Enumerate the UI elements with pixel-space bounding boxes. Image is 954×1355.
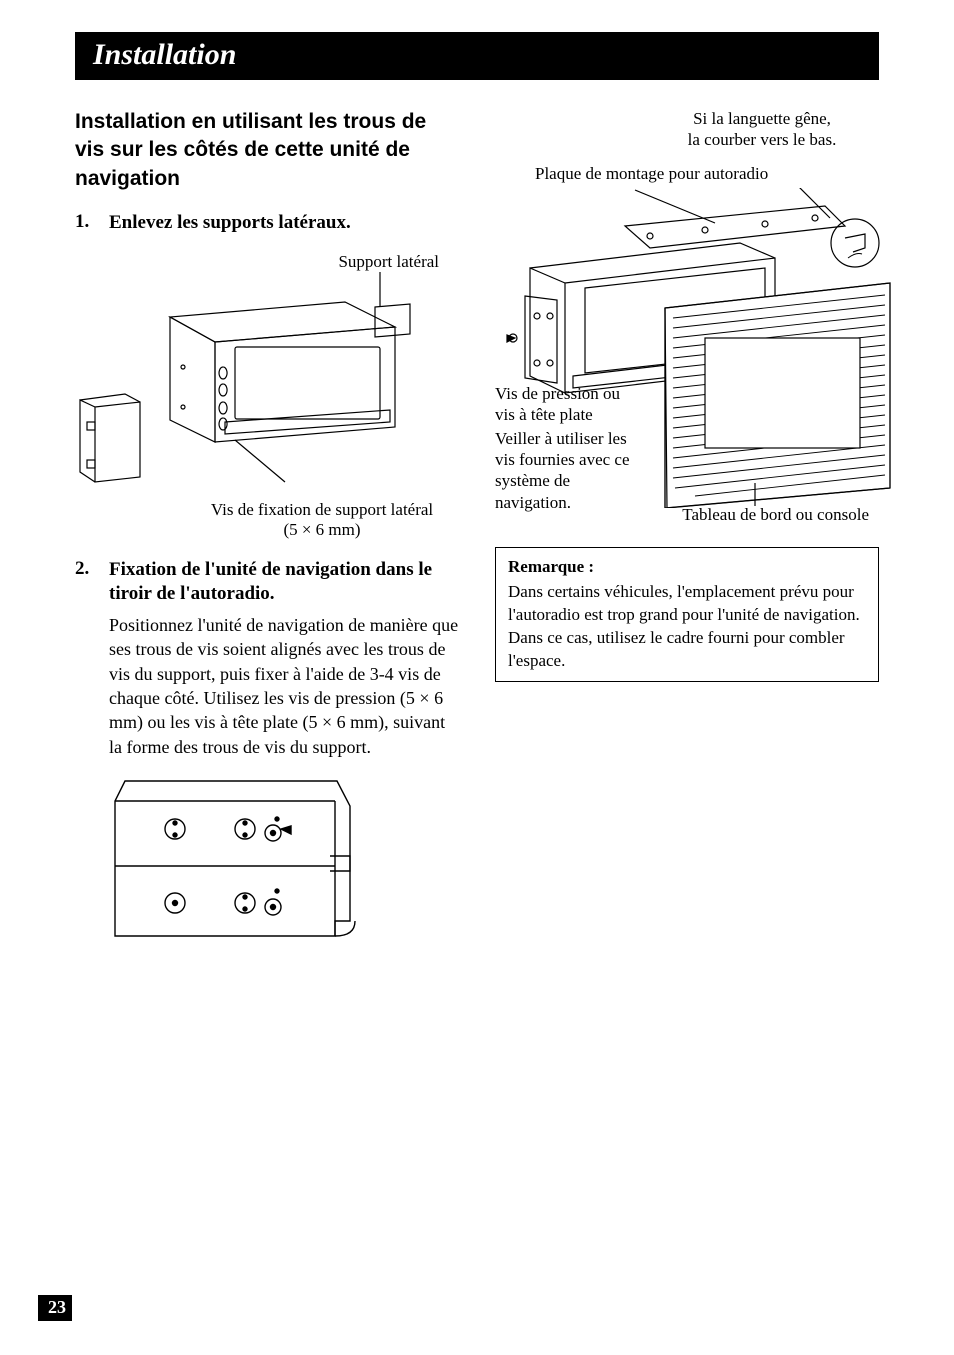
step-2-text: Positionnez l'unité de navigation de man… bbox=[109, 613, 459, 759]
fig1-diagram bbox=[75, 272, 435, 512]
fig1-label-top: Support latéral bbox=[338, 252, 439, 271]
figure-1: Support latéral bbox=[75, 252, 459, 540]
figure-2 bbox=[75, 771, 459, 951]
fig1-label-bottom1: Vis de fixation de support latéral bbox=[185, 500, 459, 520]
fig2-diagram bbox=[105, 771, 365, 951]
figure-main: Vis de pression ou vis à tête plate Veil… bbox=[495, 188, 879, 508]
content-columns: Installation en utilisant les trous de v… bbox=[75, 108, 879, 969]
step-1: 1. Enlevez les supports latéraux. bbox=[75, 211, 459, 242]
step-1-number: 1. bbox=[75, 211, 99, 242]
note-body: Dans certains véhicules, l'emplacement p… bbox=[508, 581, 866, 673]
step-2-number: 2. bbox=[75, 558, 99, 759]
annot-vis: Vis de pression ou vis à tête plate bbox=[495, 383, 665, 426]
fig1-label-bottom2: (5 × 6 mm) bbox=[185, 520, 459, 540]
label-vis2: vis à tête plate bbox=[495, 404, 665, 425]
annot-languette-1: Si la languette gêne, bbox=[645, 108, 879, 129]
right-column: Si la languette gêne, la courber vers le… bbox=[495, 108, 879, 969]
label-warn4: navigation. bbox=[495, 492, 665, 513]
label-warn2: vis fournies avec ce bbox=[495, 449, 665, 470]
annot-languette: Si la languette gêne, la courber vers le… bbox=[645, 108, 879, 151]
label-vis1: Vis de pression ou bbox=[495, 383, 665, 404]
page-title: Installation bbox=[93, 38, 236, 71]
header-bar: Installation bbox=[75, 32, 879, 80]
annot-warn: Veiller à utiliser les vis fournies avec… bbox=[495, 428, 665, 513]
label-warn3: système de bbox=[495, 470, 665, 491]
annot-languette-2: la courber vers le bas. bbox=[645, 129, 879, 150]
step-1-title: Enlevez les supports latéraux. bbox=[109, 211, 459, 236]
section-heading: Installation en utilisant les trous de v… bbox=[75, 108, 459, 193]
note-box: Remarque : Dans certains véhicules, l'em… bbox=[495, 547, 879, 682]
left-column: Installation en utilisant les trous de v… bbox=[75, 108, 459, 969]
note-title: Remarque : bbox=[508, 556, 866, 579]
step-2-title: Fixation de l'unité de navigation dans l… bbox=[109, 558, 459, 607]
page: Installation Installation en utilisant l… bbox=[0, 0, 954, 969]
label-plaque: Plaque de montage pour autoradio bbox=[535, 164, 768, 183]
page-number: 23 bbox=[38, 1295, 72, 1321]
label-warn1: Veiller à utiliser les bbox=[495, 428, 665, 449]
step-2: 2. Fixation de l'unité de navigation dan… bbox=[75, 558, 459, 759]
